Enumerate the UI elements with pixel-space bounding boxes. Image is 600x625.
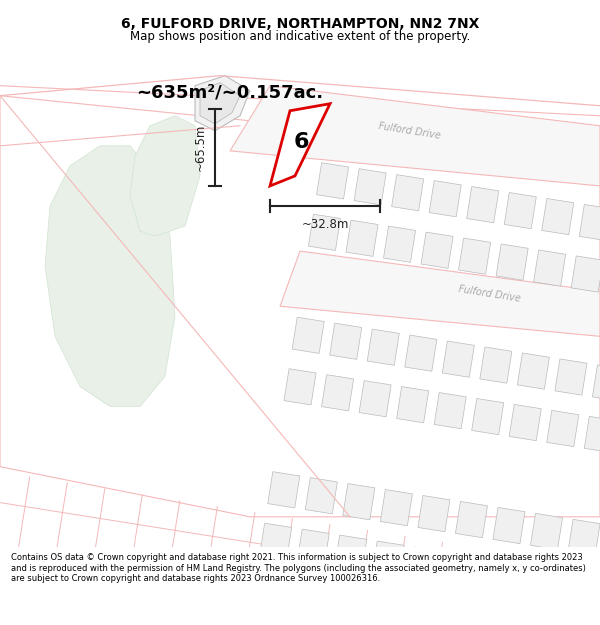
Polygon shape [284, 369, 316, 405]
Text: Fulford Drive: Fulford Drive [458, 284, 522, 304]
Polygon shape [442, 341, 475, 377]
Polygon shape [343, 484, 375, 520]
Text: ~65.5m: ~65.5m [193, 124, 206, 171]
Polygon shape [533, 250, 566, 286]
Polygon shape [308, 214, 340, 251]
Polygon shape [472, 399, 504, 435]
Text: 6, FULFORD DRIVE, NORTHAMPTON, NN2 7NX: 6, FULFORD DRIVE, NORTHAMPTON, NN2 7NX [121, 17, 479, 31]
Polygon shape [447, 553, 479, 589]
Polygon shape [542, 199, 574, 235]
Polygon shape [270, 104, 330, 186]
Text: ~635m²/~0.157ac.: ~635m²/~0.157ac. [136, 84, 323, 102]
Polygon shape [571, 256, 600, 292]
Polygon shape [480, 347, 512, 383]
Polygon shape [354, 169, 386, 205]
Polygon shape [200, 82, 240, 124]
Polygon shape [509, 404, 541, 441]
Text: ~32.8m: ~32.8m [301, 217, 349, 231]
Polygon shape [297, 529, 329, 566]
Polygon shape [579, 204, 600, 241]
Polygon shape [195, 76, 250, 131]
Polygon shape [530, 513, 563, 549]
Text: Fulford Drive: Fulford Drive [378, 121, 442, 141]
Polygon shape [305, 478, 337, 514]
Polygon shape [322, 374, 353, 411]
Polygon shape [458, 238, 491, 274]
Polygon shape [592, 365, 600, 401]
Polygon shape [280, 251, 600, 336]
Polygon shape [260, 523, 292, 559]
Polygon shape [560, 571, 592, 607]
Polygon shape [523, 565, 554, 601]
Polygon shape [130, 116, 200, 236]
Polygon shape [547, 411, 579, 447]
Text: 6: 6 [293, 132, 309, 152]
Polygon shape [346, 220, 378, 256]
Polygon shape [359, 381, 391, 417]
Polygon shape [485, 559, 517, 595]
Text: Contains OS data © Crown copyright and database right 2021. This information is : Contains OS data © Crown copyright and d… [11, 553, 586, 583]
Polygon shape [317, 162, 349, 199]
Polygon shape [45, 146, 175, 406]
Polygon shape [517, 353, 550, 389]
Polygon shape [383, 226, 416, 262]
Polygon shape [467, 186, 499, 222]
Polygon shape [418, 496, 450, 532]
Polygon shape [367, 329, 399, 366]
Polygon shape [504, 192, 536, 229]
Polygon shape [397, 387, 428, 422]
Polygon shape [496, 244, 528, 280]
Polygon shape [421, 232, 453, 268]
Polygon shape [455, 501, 487, 538]
Polygon shape [268, 472, 300, 508]
Polygon shape [335, 535, 367, 571]
Polygon shape [555, 359, 587, 395]
Polygon shape [568, 519, 600, 556]
Polygon shape [329, 323, 362, 359]
Polygon shape [493, 508, 525, 544]
Polygon shape [372, 541, 404, 578]
Polygon shape [584, 416, 600, 452]
Polygon shape [598, 577, 600, 613]
Polygon shape [292, 318, 324, 353]
Polygon shape [410, 547, 442, 583]
Polygon shape [392, 174, 424, 211]
Polygon shape [405, 335, 437, 371]
Polygon shape [434, 392, 466, 429]
Text: Map shows position and indicative extent of the property.: Map shows position and indicative extent… [130, 30, 470, 42]
Polygon shape [429, 181, 461, 217]
Polygon shape [230, 86, 600, 186]
Polygon shape [380, 489, 412, 526]
